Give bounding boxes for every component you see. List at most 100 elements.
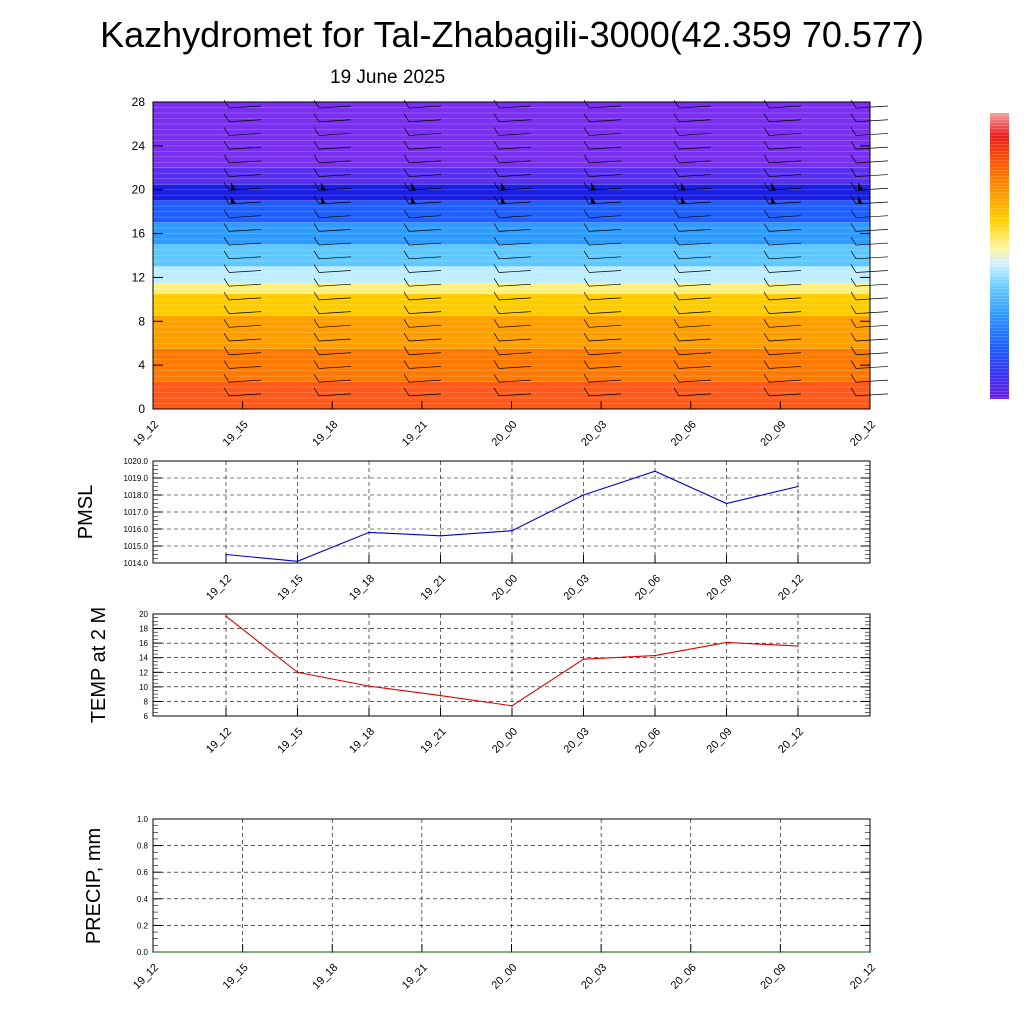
wind-barb-flag (850, 182, 857, 191)
wind-barb-flag (583, 264, 590, 273)
wind-barb (855, 133, 889, 136)
wind-barb (678, 270, 712, 273)
wind-barb-flag (403, 223, 410, 232)
y-tick-label: 10 (139, 683, 148, 692)
wind-barb-column (403, 99, 442, 397)
wind-barb (678, 119, 712, 123)
wind-barb-flag (223, 332, 230, 342)
wind-barb-flag (763, 113, 770, 122)
wind-barb (588, 352, 622, 356)
wind-barb-flag (493, 195, 500, 205)
x-tick-label: 20_12 (776, 573, 806, 603)
wind-barb-flag (583, 305, 590, 314)
wind-barb-flag (850, 319, 857, 328)
wind-barb (855, 160, 889, 164)
wind-barb (588, 270, 622, 273)
wind-barb-flag (403, 99, 410, 109)
y-tick-label: 0.8 (137, 842, 149, 851)
y-tick-label: 16 (139, 639, 148, 648)
wind-barb-flag (223, 195, 230, 205)
wind-barb-flag (223, 182, 230, 191)
wind-barb-flag (673, 346, 680, 355)
wind-barb-flag (850, 209, 857, 218)
wind-barb-flag (493, 140, 500, 150)
x-tick-label: 19_15 (221, 419, 251, 449)
color-band (153, 266, 870, 283)
data-point (241, 951, 244, 953)
wind-barb (408, 133, 442, 136)
wind-barb (678, 366, 712, 369)
wind-barb-flag (673, 278, 680, 287)
wind-barb-flag (763, 99, 770, 109)
data-point (296, 671, 299, 674)
wind-barb-flag (763, 195, 770, 205)
x-tick-label: 20_09 (705, 726, 735, 756)
wind-barb-flag (583, 387, 590, 397)
wind-barb-flag (673, 182, 680, 191)
wind-barb-flag (493, 182, 500, 191)
wind-barb-flag (850, 140, 857, 150)
wind-barb-flag (673, 127, 680, 136)
wind-barb-flag (583, 223, 590, 232)
wind-barb-flag (493, 360, 500, 369)
data-point (225, 615, 227, 617)
wind-barb (588, 338, 622, 342)
wind-barb (768, 160, 802, 164)
wind-barb-flag (850, 99, 857, 109)
wind-barb-pennant (231, 195, 236, 204)
wind-barb-flag (850, 278, 857, 287)
y-tick-label: 0.4 (137, 895, 149, 904)
wind-barb-flag (313, 127, 320, 136)
wind-barb (498, 119, 532, 123)
wind-barb-flag (583, 373, 590, 383)
wind-barb (228, 297, 262, 301)
wind-barb-flag (403, 319, 410, 328)
wind-barb-flag (673, 319, 680, 328)
wind-barb-flag (313, 223, 320, 232)
wind-barb (768, 297, 802, 301)
wind-barb (228, 283, 262, 287)
wind-barb-flag (583, 182, 590, 191)
data-point (582, 494, 585, 496)
wind-barb-flag (493, 113, 500, 122)
wind-barb (408, 379, 442, 383)
wind-barb-flag (493, 305, 500, 314)
x-tick-label: 20_06 (669, 962, 699, 992)
wind-barb (228, 215, 262, 219)
wind-barb-flag (313, 373, 320, 383)
wind-barb (855, 366, 889, 369)
wind-barb-flag (850, 332, 857, 342)
wind-barb (855, 119, 889, 123)
wind-barb-flag (223, 113, 230, 122)
wind-barb (408, 242, 442, 246)
x-tick-label: 19_12 (204, 573, 234, 603)
wind-barb (855, 270, 889, 273)
wind-barb-flag (403, 168, 410, 177)
wind-barb-flag (493, 264, 500, 273)
wind-barb (318, 393, 352, 397)
data-point (725, 641, 728, 644)
wind-barb-pennant (411, 195, 416, 204)
wind-barb (588, 215, 622, 219)
y-tick-label: 1014.0 (124, 559, 149, 568)
wind-barb-flag (403, 154, 410, 164)
wind-barb (588, 393, 622, 397)
wind-barb-flag (763, 278, 770, 287)
wind-barb (588, 119, 622, 123)
x-tick-label: 20_03 (579, 419, 609, 449)
wind-barb-flag (583, 154, 590, 164)
x-tick-label: 19_18 (347, 573, 377, 603)
data-point (779, 951, 782, 953)
wind-barb (678, 352, 712, 356)
wind-barb (228, 229, 262, 232)
wind-barb (678, 242, 712, 246)
wind-barb (228, 174, 262, 177)
wind-barb-flag (223, 291, 230, 301)
wind-barb-flag (673, 332, 680, 342)
wind-barb (498, 242, 532, 246)
wind-barb-flag (850, 154, 857, 164)
wind-barb-flag (850, 373, 857, 383)
data-point (654, 654, 656, 657)
contour-lines (152, 106, 871, 405)
wind-barb-flag (403, 387, 410, 397)
